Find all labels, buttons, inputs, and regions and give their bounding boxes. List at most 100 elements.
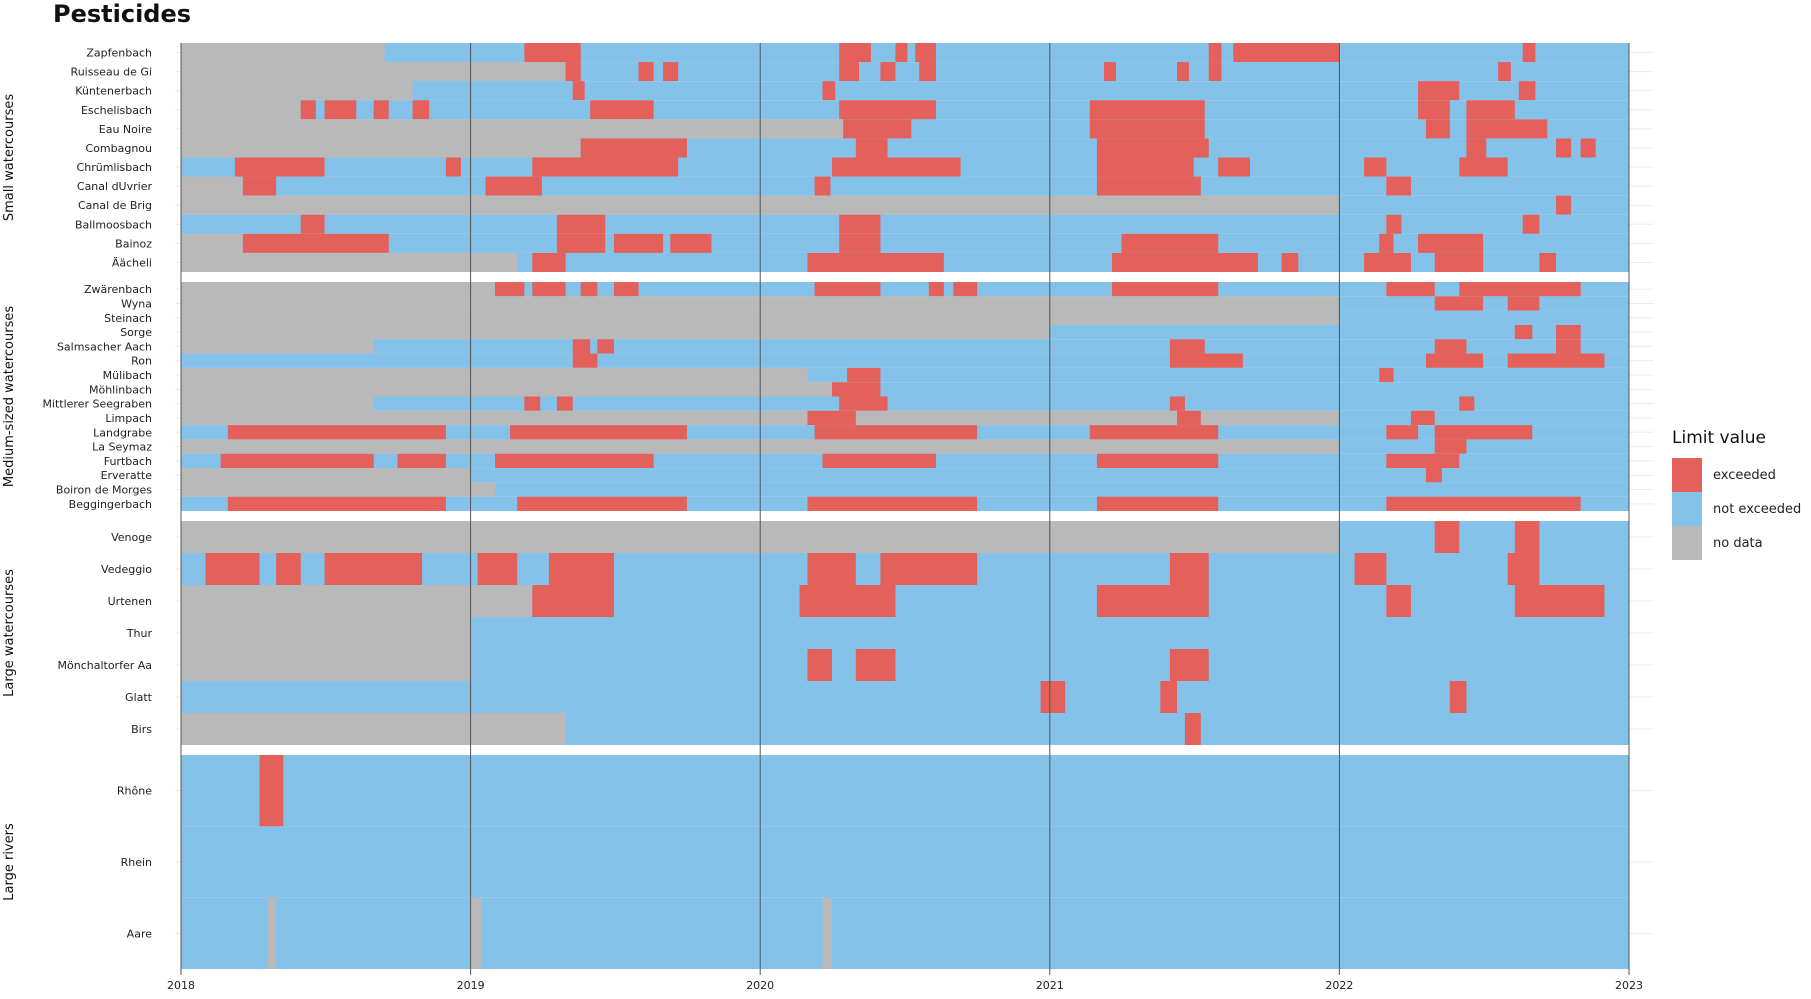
cell-exceeded-chrumlisbach bbox=[1096, 157, 1194, 177]
cell-exceeded-urtenen bbox=[1096, 585, 1209, 617]
cell-exceeded-aacheli bbox=[1434, 252, 1484, 272]
cell-exceeded-monchaltorfer-aa bbox=[1169, 649, 1209, 681]
cell-row-boiron-de-morges bbox=[181, 482, 1629, 497]
row-label-venoge: Venoge bbox=[111, 531, 152, 544]
cell-exceeded-bainoz bbox=[1121, 233, 1219, 253]
cell-exceeded-kuntenerbach bbox=[572, 81, 585, 101]
cell-exceeded-wyna bbox=[1434, 296, 1484, 311]
cell-no-data-mohlinbach bbox=[181, 382, 833, 397]
cell-row-mittlerer-seegraben bbox=[181, 396, 1629, 411]
cell-no-data-zapfenbach bbox=[181, 43, 385, 63]
row-label-mulibach: Mülibach bbox=[103, 369, 152, 382]
cell-exceeded-aacheli bbox=[532, 252, 566, 272]
cell-exceeded-zwarenbach bbox=[928, 282, 944, 297]
row-label-eschelisbach: Eschelisbach bbox=[81, 104, 152, 117]
cell-exceeded-birs bbox=[1184, 713, 1201, 745]
cell-exceeded-salmsacher-aach bbox=[1556, 339, 1581, 354]
cell-exceeded-vedeggio bbox=[880, 553, 978, 585]
row-label-erveratte: Erveratte bbox=[101, 469, 153, 482]
cell-exceeded-vedeggio bbox=[1354, 553, 1387, 585]
cell-not-exceeded-zapfenbach bbox=[384, 43, 471, 63]
cell-exceeded-ballmoosbach bbox=[556, 214, 606, 234]
row-label-birs: Birs bbox=[131, 723, 152, 736]
legend-item-exceeded: exceeded bbox=[1672, 458, 1801, 492]
legend-label-exceeded: exceeded bbox=[1713, 467, 1776, 483]
cell-exceeded-eschelisbach bbox=[412, 100, 430, 120]
cell-exceeded-vedeggio bbox=[548, 553, 614, 585]
cell-no-data-canal-duvrier bbox=[181, 176, 243, 196]
cell-no-data-aacheli bbox=[181, 252, 518, 272]
cell-exceeded-salmsacher-aach bbox=[1169, 339, 1205, 354]
cell-no-data-mittlerer-seegraben bbox=[181, 396, 374, 411]
cell-no-data-mulibach bbox=[181, 367, 808, 383]
cell-no-data-sorge bbox=[181, 324, 1051, 340]
cell-exceeded-monchaltorfer-aa bbox=[855, 649, 896, 681]
cell-exceeded-chrumlisbach bbox=[445, 157, 461, 177]
cell-row-rhone bbox=[181, 755, 1629, 827]
row-label-combagnou: Combagnou bbox=[85, 142, 152, 155]
cell-exceeded-combagnou bbox=[1096, 138, 1209, 158]
row-label-zwarenbach: Zwärenbach bbox=[84, 283, 152, 296]
panel-label-large-rivers: Large rivers bbox=[2, 823, 17, 901]
cell-exceeded-aacheli bbox=[1111, 252, 1258, 272]
cell-exceeded-eschelisbach bbox=[373, 100, 389, 120]
cell-no-data-erveratte bbox=[181, 468, 471, 483]
cell-exceeded-landgrabe bbox=[814, 425, 978, 440]
cell-no-data-eau-noire bbox=[181, 119, 844, 139]
row-label-rhone: Rhône bbox=[117, 785, 152, 798]
cell-exceeded-zapfenbach bbox=[915, 43, 936, 63]
row-label-ron: Ron bbox=[131, 355, 152, 368]
cell-exceeded-vedeggio bbox=[1507, 553, 1540, 585]
row-label-furtbach: Furtbach bbox=[104, 455, 152, 468]
row-label-aacheli: Äächeli bbox=[112, 256, 152, 269]
cell-no-data-thur bbox=[181, 617, 471, 649]
cell-exceeded-ruisseau-de-gi bbox=[880, 62, 896, 82]
cell-row-ballmoosbach bbox=[181, 214, 1629, 234]
cell-exceeded-eschelisbach bbox=[300, 100, 316, 120]
cell-exceeded-zapfenbach bbox=[839, 43, 871, 63]
cell-exceeded-rhone bbox=[259, 755, 284, 827]
cell-row-aare bbox=[181, 897, 1629, 969]
cell-exceeded-furtbach bbox=[495, 453, 654, 469]
row-label-vedeggio: Vedeggio bbox=[101, 563, 152, 576]
legend-swatch-not-exceeded bbox=[1672, 492, 1702, 526]
cell-row-bainoz bbox=[181, 233, 1629, 253]
panel-label-medium-sized-watercourses: Medium-sized watercourses bbox=[2, 306, 17, 487]
row-label-la-seymaz: La Seymaz bbox=[92, 441, 152, 454]
cell-row-rhein bbox=[181, 826, 1629, 898]
cell-exceeded-limpach bbox=[807, 410, 856, 426]
cell-exceeded-kuntenerbach bbox=[1518, 81, 1536, 101]
cell-exceeded-sorge bbox=[1514, 324, 1533, 340]
row-label-wyna: Wyna bbox=[121, 297, 152, 310]
cell-exceeded-zwarenbach bbox=[1459, 282, 1581, 297]
cell-no-data-birs bbox=[181, 713, 566, 745]
cell-exceeded-limpach bbox=[1176, 410, 1201, 426]
cell-not-exceeded-kuntenerbach bbox=[412, 81, 573, 101]
row-label-glatt: Glatt bbox=[125, 691, 153, 704]
cell-no-data-ruisseau-de-gi bbox=[181, 62, 566, 82]
cell-exceeded-sorge bbox=[1556, 324, 1581, 340]
cell-exceeded-furtbach bbox=[1096, 453, 1219, 469]
cell-exceeded-zapfenbach bbox=[1208, 43, 1222, 63]
cell-exceeded-aacheli bbox=[1281, 252, 1299, 272]
cell-exceeded-chrumlisbach bbox=[1218, 157, 1250, 177]
cell-exceeded-ballmoosbach bbox=[839, 214, 881, 234]
x-tick-label-2019: 2019 bbox=[457, 979, 485, 992]
row-label-urtenen: Urtenen bbox=[108, 595, 152, 608]
cell-exceeded-urtenen bbox=[1386, 585, 1411, 617]
panel-label-large-watercourses: Large watercourses bbox=[2, 569, 17, 697]
row-label-kuntenerbach: Küntenerbach bbox=[75, 85, 152, 98]
cell-exceeded-vedeggio bbox=[205, 553, 260, 585]
cell-exceeded-mulibach bbox=[1379, 367, 1394, 383]
cell-exceeded-zapfenbach bbox=[1522, 43, 1536, 63]
x-tick-label-2021: 2021 bbox=[1036, 979, 1064, 992]
cell-exceeded-wyna bbox=[1507, 296, 1540, 311]
cell-exceeded-zapfenbach bbox=[895, 43, 908, 63]
cell-exceeded-combagnou bbox=[1580, 138, 1596, 158]
cell-exceeded-mittlerer-seegraben bbox=[556, 396, 573, 411]
cell-exceeded-furtbach bbox=[397, 453, 446, 469]
cell-exceeded-kuntenerbach bbox=[822, 81, 836, 101]
cell-exceeded-eschelisbach bbox=[1466, 100, 1515, 120]
row-label-limpach: Limpach bbox=[105, 412, 152, 425]
cell-exceeded-bainoz bbox=[1379, 233, 1394, 253]
